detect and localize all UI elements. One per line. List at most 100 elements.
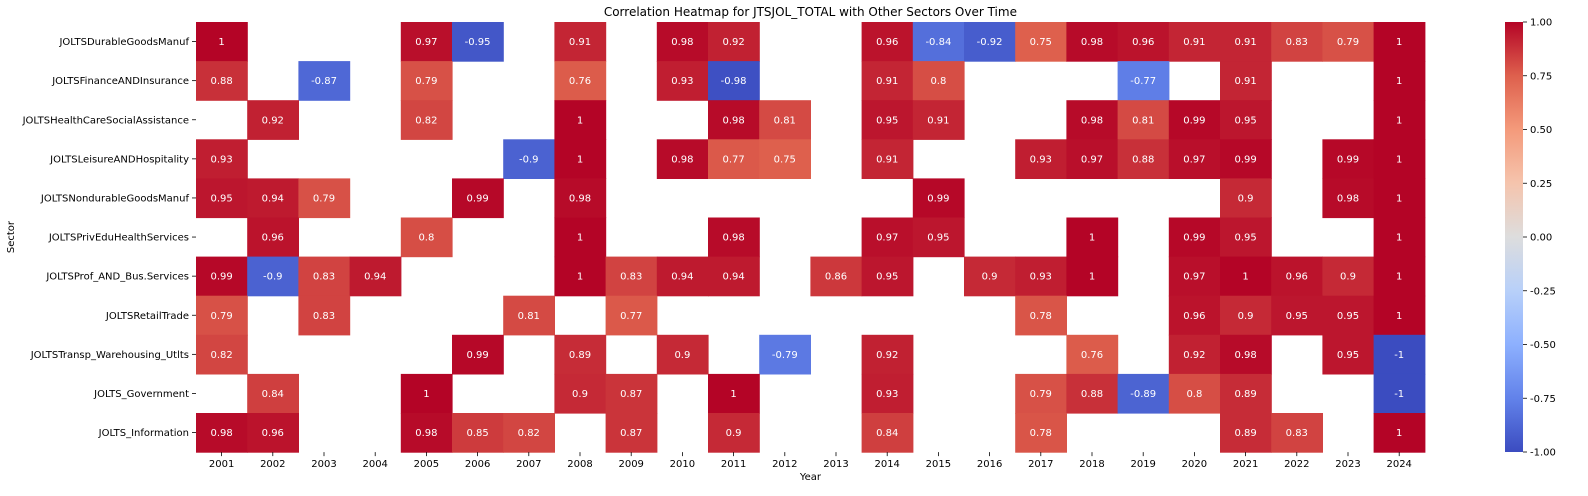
x-tick-label: 2005 [414,459,439,470]
cell-value-label: 0.79 [313,193,335,204]
cell-value-label: 0.98 [1081,37,1103,48]
heatmap-cell [861,334,914,375]
cell-value-label: 0.89 [569,350,591,361]
cell-value-label: 0.76 [1081,350,1103,361]
heatmap-cell [554,373,607,414]
cell-value-label: 0.91 [1183,37,1205,48]
cell-value-label: 1 [1396,233,1402,244]
cell-value-label: 0.9 [572,389,588,400]
cell-value-label: -1 [1394,389,1404,400]
x-tick-label: 2015 [926,459,951,470]
heatmap-cell [1168,100,1221,140]
heatmap-cell [196,334,248,375]
cell-value-label: 0.82 [415,115,437,126]
heatmap-cell [1373,22,1426,62]
cell-value-label: 0.92 [1183,350,1205,361]
colorbar-gradient [1505,22,1523,452]
cell-value-label: -0.79 [772,350,798,361]
heatmap-cell [708,413,760,453]
y-tick-label: JOLTS_Information [98,428,189,439]
heatmap-cell [1066,100,1119,140]
heatmap-cell [400,413,453,453]
cell-value-label: 0.99 [1183,115,1205,126]
y-axis-ticks: JOLTSDurableGoodsManuf JOLTSFinanceANDIns… [22,37,196,439]
cell-value-label: 0.82 [210,350,232,361]
heatmap-cell [1373,295,1426,336]
cell-value-label: 0.87 [620,428,642,439]
cell-value-label: 0.91 [569,37,591,48]
cell-value-label: 0.95 [210,193,232,204]
cell-value-label: -0.95 [465,37,491,48]
x-tick-label: 2009 [618,459,643,470]
heatmap-cell [400,61,453,101]
heatmap-cell [1271,256,1323,297]
cell-value-label: 0.96 [876,37,898,48]
heatmap-cell [861,139,914,179]
heatmap-cell [861,100,914,140]
cell-value-label: 0.98 [1234,350,1256,361]
cell-value-label: 1 [730,389,736,400]
cell-value-label: 0.96 [1183,311,1205,322]
cell-value-label: 0.87 [620,389,642,400]
heatmap-cell [1373,256,1426,297]
cell-value-label: 0.95 [1337,350,1359,361]
x-tick-label: 2012 [772,459,797,470]
cell-value-label: 0.95 [927,233,949,244]
cell-value-label: 0.76 [569,76,591,87]
cell-value-label: 0.94 [722,272,744,283]
heatmap-cell [656,256,709,297]
y-tick-label: JOLTSNondurableGoodsManuf [40,193,190,204]
heatmap-cell [1117,22,1170,62]
cell-value-label: 0.81 [774,115,796,126]
cell-value-label: 1 [577,154,583,165]
y-tick-label: JOLTSRetailTrade [105,311,189,322]
cell-value-label: 0.92 [262,115,284,126]
heatmap-cell [1373,373,1426,414]
cell-value-label: 0.8 [930,76,946,87]
heatmap-cell [1220,139,1272,179]
heatmap-cell [1168,334,1221,375]
heatmap-cell [605,256,658,297]
heatmap-cell [708,373,760,414]
cell-value-label: 0.79 [1337,37,1359,48]
cell-value-label: 0.9 [1340,272,1356,283]
cell-value-label: -1 [1394,350,1404,361]
cell-value-label: 0.93 [876,389,898,400]
x-tick-label: 2006 [465,459,490,470]
heatmap-cell [708,217,760,258]
heatmap-cell [912,217,965,258]
cell-value-label: 0.95 [876,115,898,126]
heatmap-cell [1220,256,1272,297]
heatmap-cell [964,22,1016,62]
cell-value-label: 0.9 [1238,311,1254,322]
cell-value-label: 0.99 [466,193,488,204]
colorbar-tick-label: 0.75 [1530,71,1552,82]
heatmap-cell [1373,178,1426,219]
cell-value-label: 0.99 [1234,154,1256,165]
heatmap-cell [656,334,709,375]
heatmap-cell [1015,373,1067,414]
x-tick-label: 2013 [823,459,848,470]
heatmap-cell [861,61,914,101]
heatmap-cell [247,100,299,140]
x-tick-label: 2018 [1079,459,1104,470]
cell-value-label: 0.99 [1337,154,1359,165]
cell-value-label: 0.99 [1183,233,1205,244]
colorbar-tick-label: 0.00 [1530,233,1552,244]
cell-value-label: 1 [1396,115,1402,126]
heatmap-cell [247,373,299,414]
cell-value-label: -0.98 [721,76,747,87]
heatmap-cell [964,256,1016,297]
heatmap-cell [1168,295,1221,336]
heatmap-cell [1015,22,1067,62]
cell-value-label: 0.97 [1183,272,1205,283]
cell-value-label: 0.78 [1030,428,1052,439]
heatmap-cell [196,295,248,336]
heatmap-cell [1220,217,1272,258]
heatmap-cell [708,256,760,297]
cell-value-label: -0.9 [263,272,283,283]
x-axis-ticks: 2001 2002 2003 2004 2005 2006 2007 2008 2009 2010… [209,452,1412,470]
cell-value-label: 1 [1396,193,1402,204]
heatmap-cell [400,373,453,414]
